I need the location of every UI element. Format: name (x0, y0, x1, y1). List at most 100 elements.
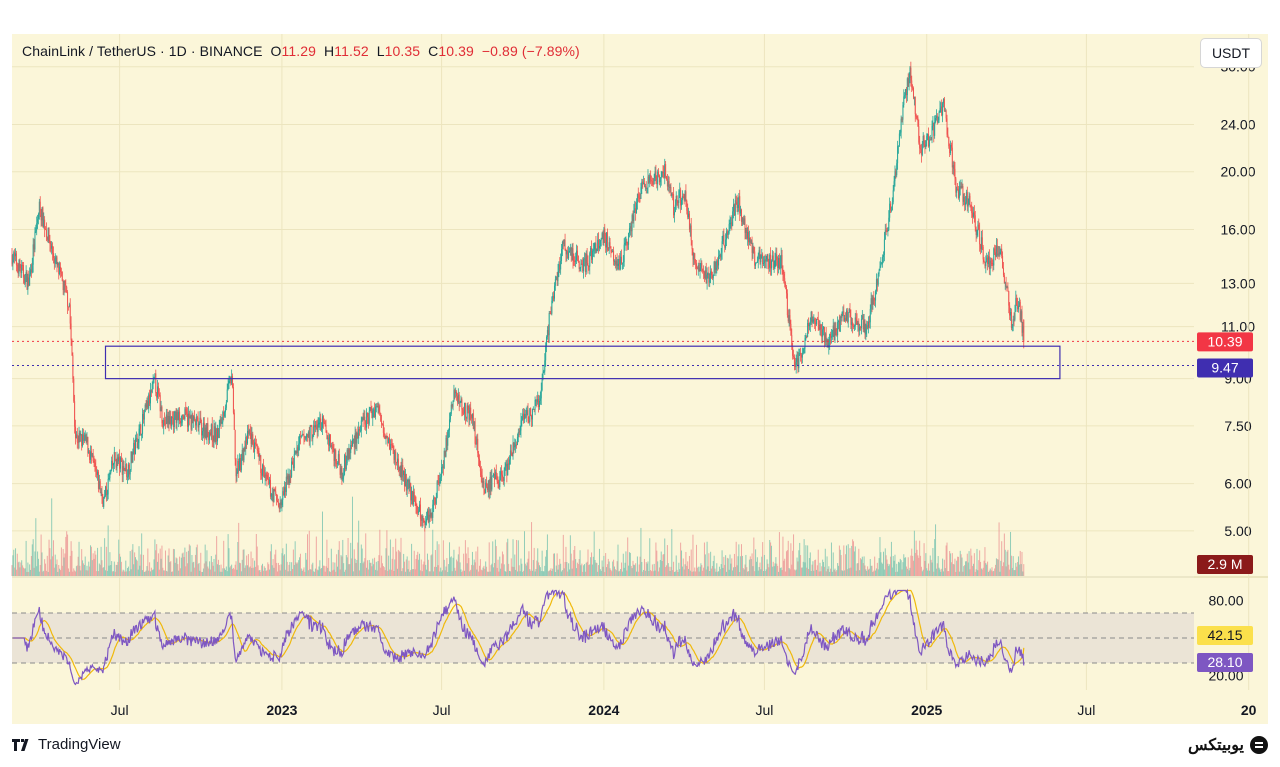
candle-body (936, 115, 938, 123)
volume-bar (724, 564, 726, 576)
volume-bar (115, 564, 117, 576)
candle-body (901, 118, 903, 120)
candle-body (57, 262, 59, 266)
candle-body (157, 386, 159, 394)
candle-body (606, 232, 608, 250)
volume-bar (688, 555, 690, 576)
volume-bar (598, 565, 600, 576)
volume-bar (891, 567, 893, 576)
candle-body (677, 201, 679, 203)
candle-body (460, 399, 462, 403)
candle-body (451, 404, 453, 407)
volume-bar (951, 553, 953, 576)
volume-bar (554, 571, 556, 576)
volume-bar (51, 498, 53, 576)
volume-bar (682, 558, 684, 576)
volume-bar (391, 558, 393, 576)
volume-bar (717, 571, 719, 576)
volume-bar (835, 571, 837, 576)
volume-bar (16, 553, 18, 576)
candle-body (661, 171, 663, 177)
volume-bar (231, 564, 233, 576)
candle-body (733, 204, 735, 216)
volume-bar (91, 560, 93, 576)
candle-body (440, 477, 442, 478)
volume-bar (178, 570, 180, 576)
currency-button[interactable]: USDT (1200, 38, 1262, 68)
candle-body (161, 407, 163, 424)
candle-body (965, 202, 967, 205)
volume-bar (740, 544, 742, 576)
volume-bar (623, 567, 625, 576)
volume-bar (862, 563, 864, 576)
candle-body (254, 442, 256, 453)
candle-body (937, 120, 939, 123)
candle-body (192, 414, 194, 421)
watermark-logo-icon (1250, 736, 1268, 754)
volume-bar (72, 571, 74, 576)
volume-bar (1021, 551, 1023, 576)
candle-body (494, 472, 496, 480)
candle-body (130, 451, 132, 470)
volume-bar (45, 570, 47, 576)
volume-bar (75, 566, 77, 576)
volume-bar (118, 539, 120, 576)
candle-body (272, 493, 274, 502)
volume-bar (875, 570, 877, 576)
price-tick-label: 20.00 (1220, 164, 1255, 180)
volume-bar (684, 564, 686, 576)
candle-body (149, 394, 151, 404)
volume-bar (402, 568, 404, 576)
tradingview-brand[interactable]: TradingView (12, 736, 121, 753)
candle-body (621, 256, 623, 264)
volume-bar (85, 570, 87, 576)
candle-body (90, 451, 92, 457)
volume-bar (312, 562, 314, 576)
volume-bar (330, 548, 332, 576)
candle-body (355, 433, 357, 444)
volume-bar (867, 566, 869, 576)
candle-body (441, 467, 443, 478)
volume-bar (587, 549, 589, 576)
volume-bar (673, 561, 675, 576)
candle-body (527, 410, 529, 422)
candle-body (679, 189, 681, 191)
candle-body (187, 413, 189, 427)
volume-bar (550, 568, 552, 576)
candle-body (116, 457, 118, 468)
candle-body (799, 353, 801, 354)
candle-body (353, 438, 355, 448)
volume-bar (233, 569, 235, 576)
volume-bar (249, 566, 251, 576)
candle-body (99, 481, 101, 493)
volume-bar (306, 559, 308, 576)
volume-bar (823, 562, 825, 576)
volume-bar (343, 563, 345, 576)
volume-bar (661, 561, 663, 576)
candle-body (740, 209, 742, 214)
candle-body (202, 431, 204, 436)
candle-body (429, 514, 431, 517)
volume-bar (84, 556, 86, 576)
candle-body (721, 241, 723, 253)
volume-bar (389, 539, 391, 576)
candle-body (82, 434, 84, 441)
candle-body (984, 261, 986, 267)
candle-body (300, 435, 302, 437)
volume-bar (699, 566, 701, 576)
volume-bar (179, 556, 181, 576)
volume-bar (932, 548, 934, 576)
volume-bar (710, 551, 712, 576)
volume-bar (672, 570, 674, 576)
volume-bar (748, 559, 750, 576)
volume-bar (893, 560, 895, 576)
volume-bar (114, 571, 116, 576)
candle-body (227, 383, 229, 390)
volume-bar (703, 567, 705, 576)
candle-body (662, 171, 664, 174)
volume-bar (651, 564, 653, 576)
candle-body (373, 409, 375, 412)
volume-bar (649, 538, 651, 576)
candle-body (471, 414, 473, 419)
